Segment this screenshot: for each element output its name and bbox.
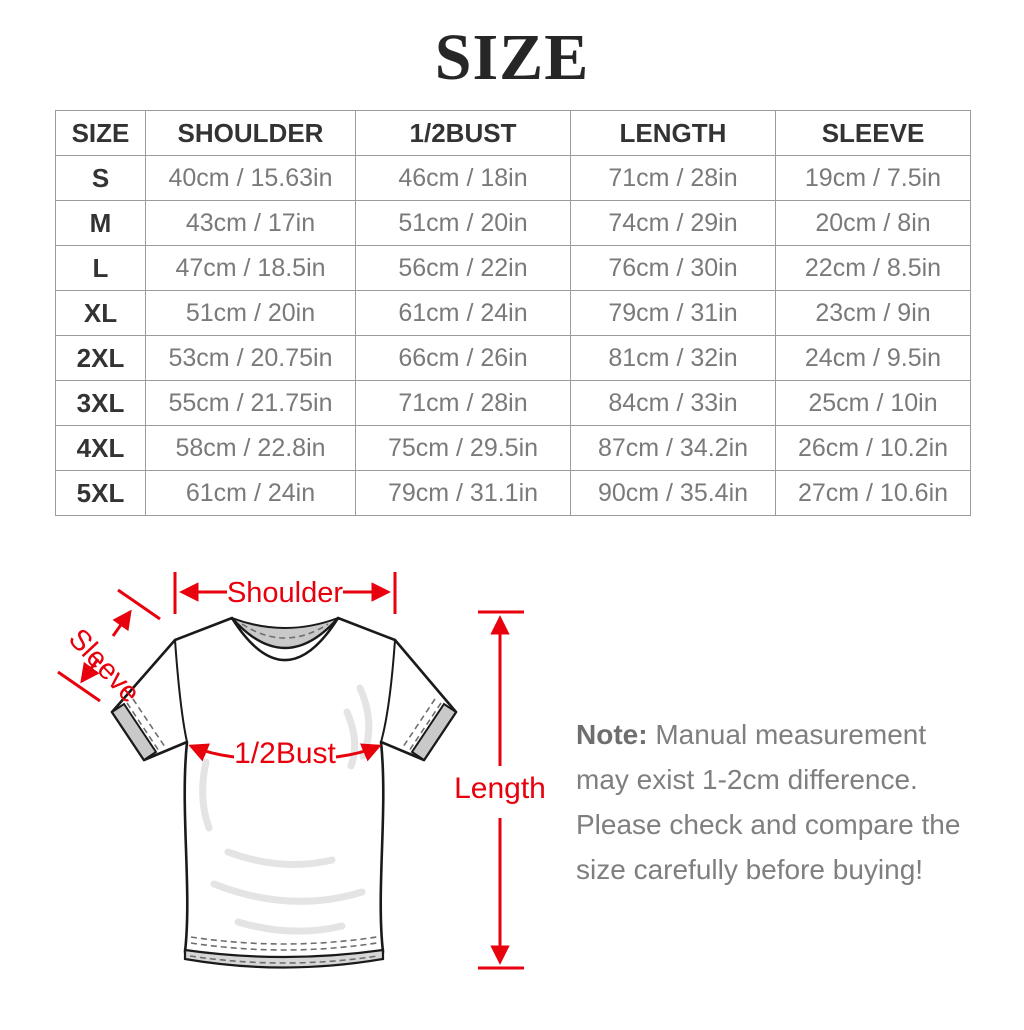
size-cell: 2XL [55,335,146,381]
sleeve-cell: 23cm / 9in [775,290,971,336]
tshirt-measurement-diagram: Shoulder Sleeve 1/2Bust Length [57,572,546,970]
tshirt-illustration [110,616,458,969]
size-cell: L [55,245,146,291]
length-arrow: Length [454,610,546,970]
length-measure-label: Length [454,772,546,805]
table-row: 2XL 53cm / 20.75in 66cm / 26in 81cm / 32… [55,335,971,381]
note-prefix: Note: [576,719,648,750]
bust-cell: 46cm / 18in [355,155,571,201]
col-header-length: LENGTH [570,110,776,156]
table-row: 5XL 61cm / 24in 79cm / 31.1in 90cm / 35.… [55,470,971,516]
table-row: XL 51cm / 20in 61cm / 24in 79cm / 31in 2… [55,290,971,336]
bust-measure-label: 1/2Bust [234,737,336,770]
shoulder-cell: 51cm / 20in [145,290,356,336]
shoulder-cell: 58cm / 22.8in [145,425,356,471]
col-header-bust: 1/2BUST [355,110,571,156]
bust-cell: 75cm / 29.5in [355,425,571,471]
table-row: L 47cm / 18.5in 56cm / 22in 76cm / 30in … [55,245,971,291]
shoulder-cell: 55cm / 21.75in [145,380,356,426]
shoulder-cell: 53cm / 20.75in [145,335,356,381]
bust-cell: 61cm / 24in [355,290,571,336]
table-row: 4XL 58cm / 22.8in 75cm / 29.5in 87cm / 3… [55,425,971,471]
size-cell: XL [55,290,146,336]
note-text: Note: Manual measurement may exist 1-2cm… [576,712,972,892]
sleeve-cell: 22cm / 8.5in [775,245,971,291]
bust-cell: 66cm / 26in [355,335,571,381]
shoulder-cell: 43cm / 17in [145,200,356,246]
size-cell: 3XL [55,380,146,426]
sleeve-measure-label: Sleeve [62,623,146,710]
length-cell: 87cm / 34.2in [570,425,776,471]
length-cell: 74cm / 29in [570,200,776,246]
sleeve-cell: 25cm / 10in [775,380,971,426]
length-cell: 71cm / 28in [570,155,776,201]
bust-cell: 71cm / 28in [355,380,571,426]
shoulder-cell: 40cm / 15.63in [145,155,356,201]
bust-cell: 56cm / 22in [355,245,571,291]
col-header-size: SIZE [55,110,146,156]
shoulder-cell: 61cm / 24in [145,470,356,516]
col-header-sleeve: SLEEVE [775,110,971,156]
bust-arrow: 1/2Bust [188,737,382,770]
header-row: SIZE SHOULDER 1/2BUST LENGTH SLEEVE [55,110,971,156]
length-cell: 84cm / 33in [570,380,776,426]
sleeve-cell: 24cm / 9.5in [775,335,971,381]
length-cell: 90cm / 35.4in [570,470,776,516]
length-cell: 76cm / 30in [570,245,776,291]
shoulder-cell: 47cm / 18.5in [145,245,356,291]
sleeve-cell: 19cm / 7.5in [775,155,971,201]
shoulder-measure-label: Shoulder [227,577,343,609]
table-row: S 40cm / 15.63in 46cm / 18in 71cm / 28in… [55,155,971,201]
size-cell: S [55,155,146,201]
size-chart-table: SIZE SHOULDER 1/2BUST LENGTH SLEEVE S 40… [55,110,971,516]
size-cell: M [55,200,146,246]
sleeve-cell: 26cm / 10.2in [775,425,971,471]
bust-cell: 79cm / 31.1in [355,470,571,516]
sleeve-cell: 20cm / 8in [775,200,971,246]
note-body: Manual measurement may exist 1-2cm diffe… [576,719,961,885]
table-row: M 43cm / 17in 51cm / 20in 74cm / 29in 20… [55,200,971,246]
length-cell: 79cm / 31in [570,290,776,336]
col-header-shoulder: SHOULDER [145,110,356,156]
size-cell: 5XL [55,470,146,516]
table-row: 3XL 55cm / 21.75in 71cm / 28in 84cm / 33… [55,380,971,426]
size-cell: 4XL [55,425,146,471]
shoulder-arrow: Shoulder [173,572,397,614]
length-cell: 81cm / 32in [570,335,776,381]
sleeve-cell: 27cm / 10.6in [775,470,971,516]
bust-cell: 51cm / 20in [355,200,571,246]
page-title: SIZE [434,21,590,94]
